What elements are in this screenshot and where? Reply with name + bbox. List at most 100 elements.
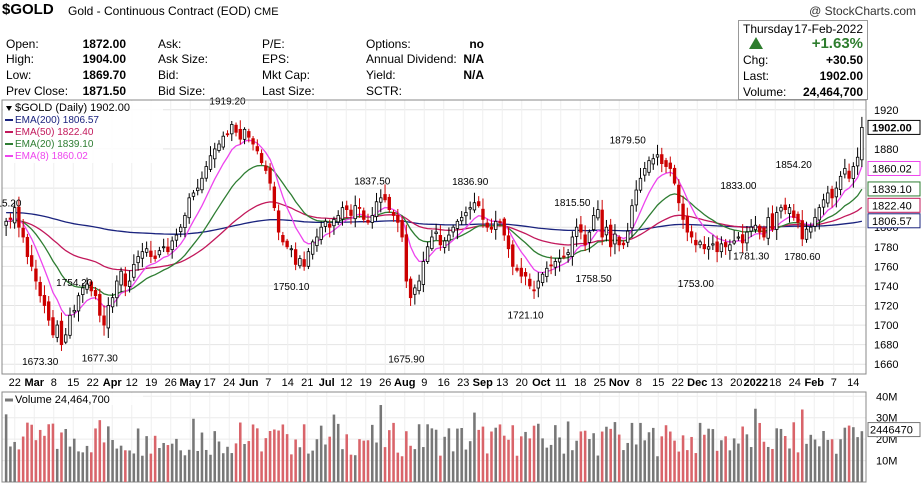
candle-body bbox=[153, 255, 157, 259]
volume-bar bbox=[792, 422, 796, 482]
volume-bar bbox=[298, 447, 302, 482]
volume-bar bbox=[847, 425, 851, 482]
volume-tick-label: 20M bbox=[876, 434, 897, 446]
volume-tag-box bbox=[867, 422, 921, 438]
volume-bar bbox=[669, 431, 672, 482]
candle-body bbox=[204, 166, 208, 179]
candle-body bbox=[519, 267, 523, 277]
volume-bar bbox=[715, 450, 719, 482]
volume-bar bbox=[13, 441, 16, 482]
candle-body bbox=[609, 224, 613, 248]
volume-bar bbox=[413, 449, 417, 482]
volume-bar bbox=[30, 424, 33, 482]
candle-body bbox=[136, 256, 140, 264]
candle-body bbox=[323, 220, 328, 227]
volume-bar bbox=[443, 436, 446, 482]
annual-dividend-value: N/A bbox=[463, 52, 484, 66]
open-label: Open: bbox=[6, 37, 39, 51]
copyright-label[interactable]: @ StockCharts.com bbox=[809, 4, 916, 18]
volume-bar bbox=[409, 445, 412, 482]
x-tick-label: Apr bbox=[103, 377, 123, 389]
volume-bar bbox=[630, 422, 634, 482]
volume-bar bbox=[158, 448, 161, 482]
volume-bar bbox=[673, 440, 676, 482]
candle-body bbox=[604, 226, 609, 236]
volume-bar bbox=[600, 431, 604, 482]
volume-bar bbox=[502, 435, 506, 482]
volume-bar bbox=[217, 441, 221, 482]
low-value: 1869.70 bbox=[82, 68, 126, 82]
price-tag-label: 1902.00 bbox=[872, 122, 912, 134]
volume-bar bbox=[136, 428, 140, 482]
candle-body bbox=[315, 236, 319, 246]
candle-body bbox=[753, 224, 758, 231]
volume-bar bbox=[754, 408, 757, 482]
candle-body bbox=[851, 166, 856, 179]
volume-bar bbox=[583, 430, 587, 482]
candle-body bbox=[672, 167, 677, 184]
volume-bar bbox=[400, 456, 404, 482]
volume-bar bbox=[315, 439, 319, 482]
x-tick-label: 9 bbox=[421, 377, 427, 389]
candle-body bbox=[183, 215, 187, 228]
candle-body bbox=[387, 196, 391, 211]
candle-body bbox=[366, 219, 370, 223]
volume-bar bbox=[64, 428, 68, 482]
x-tick-label: 2022 bbox=[744, 377, 768, 389]
candle-body bbox=[421, 261, 426, 285]
candle-body bbox=[374, 201, 379, 217]
volume-bar bbox=[707, 428, 710, 482]
y-tick-label: 1760 bbox=[874, 261, 898, 273]
price-tag-label: 1822.40 bbox=[872, 200, 912, 212]
candle-body bbox=[506, 235, 511, 250]
volume-bar bbox=[677, 451, 681, 482]
candle-body bbox=[689, 231, 694, 238]
volume-bar bbox=[328, 436, 331, 482]
ask-size-label: Ask Size: bbox=[158, 52, 209, 66]
candle-body bbox=[472, 202, 477, 211]
volume-bar bbox=[771, 448, 774, 482]
candle-body bbox=[191, 192, 196, 197]
candle-body bbox=[213, 148, 217, 160]
candle-body bbox=[719, 243, 724, 253]
legend-entry: EMA(200) 1806.57 bbox=[15, 115, 99, 126]
volume-bar bbox=[294, 439, 297, 482]
volume-bar bbox=[468, 441, 472, 482]
candle-body bbox=[617, 236, 621, 246]
x-tick-label: 20 bbox=[516, 377, 528, 389]
candle-body bbox=[59, 320, 64, 346]
candle-body bbox=[553, 261, 558, 268]
ema-200-line bbox=[6, 211, 863, 235]
volume-bar bbox=[307, 453, 310, 482]
candle-body bbox=[115, 280, 119, 299]
candle-body bbox=[834, 187, 839, 198]
volume-bar bbox=[711, 429, 715, 482]
candle-body bbox=[8, 217, 13, 220]
symbol-label: $GOLD bbox=[2, 1, 54, 18]
candle-body bbox=[451, 226, 455, 233]
candle-body bbox=[702, 244, 707, 250]
volume-bar bbox=[392, 422, 395, 482]
candle-body bbox=[276, 210, 281, 233]
candle-body bbox=[706, 246, 711, 250]
volume-bar bbox=[749, 447, 753, 482]
volume-bar bbox=[545, 447, 549, 482]
volume-bar bbox=[818, 446, 821, 482]
volume-bar bbox=[345, 434, 348, 482]
candle-body bbox=[396, 214, 400, 223]
candle-body bbox=[47, 301, 51, 321]
candle-body bbox=[464, 212, 468, 217]
volume-bar bbox=[430, 428, 434, 482]
volume-bar bbox=[826, 439, 830, 482]
volume-bar bbox=[779, 428, 783, 482]
x-tick-label: 19 bbox=[360, 377, 372, 389]
volume-bar bbox=[379, 405, 383, 482]
candle-body bbox=[81, 287, 85, 295]
candle-body bbox=[715, 241, 719, 253]
volume-bar bbox=[90, 452, 93, 482]
volume-bar bbox=[596, 455, 600, 482]
candle-body bbox=[740, 234, 745, 244]
chg-value: +30.50 bbox=[825, 53, 863, 67]
candle-body bbox=[796, 213, 800, 223]
